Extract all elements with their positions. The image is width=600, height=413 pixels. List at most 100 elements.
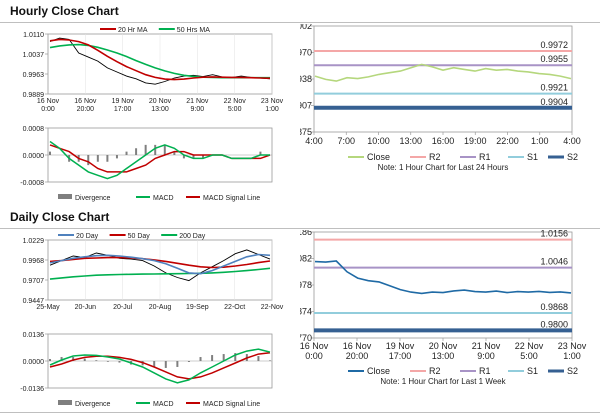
hourly-title: Hourly Close Chart [10,4,119,18]
hourly-levels-ytick-label: 0.9938 [300,74,312,84]
daily-levels-note: Note: 1 Hour Chart for Last 1 Week [380,377,506,386]
daily-macd-legend-label: MACD Signal Line [203,401,260,408]
daily-price-xtick-label: 22-Oct [224,304,245,311]
daily-price-ytick-label: 0.9447 [23,298,45,305]
daily-levels-xtick-label: 16 Nov 20:00 [343,341,372,361]
hourly-macd-legend-label: MACD [153,195,174,202]
daily-price-ytick-label: 0.9968 [23,258,45,265]
daily-levels-xtick-label: 23 Nov 1:00 [558,341,587,361]
daily-price-ma20-line [49,253,271,275]
daily-price-ytick-label: 0.9707 [23,278,45,285]
daily-levels-legend-label: S2 [567,366,578,376]
hourly-levels-ytick-label: 0.9907 [300,101,312,111]
hourly-levels-xtick-label: 7:00 [337,136,355,146]
hourly-rule [0,22,600,23]
hourly-levels-legend-label: S1 [527,152,538,162]
daily-price-legend-label: 50 Day [128,233,151,240]
daily-levels-legend-label: R2 [429,366,441,376]
hourly-levels-legend-label: S2 [567,152,578,162]
hourly-price-legend-label: 20 Hr MA [118,27,148,34]
hourly-levels-xtick-label: 10:00 [367,136,390,146]
hourly-macd-legend-label: Divergence [75,195,111,202]
hourly-price-ma20-line [49,38,271,81]
daily-price-xtick-label: 20-Aug [149,304,172,311]
hourly-levels-ytick-label: 1.0002 [300,24,312,31]
daily-rule [0,228,600,229]
hourly-macd-ytick-label: 0.0000 [23,153,45,160]
hourly-levels-legend-label: R1 [479,152,491,162]
hourly-levels-close-line [314,63,572,82]
daily-macd-legend-label: Divergence [75,401,111,408]
hourly-macd-legend-swatch [58,194,72,199]
daily-price-legend-label: 20 Day [76,233,99,240]
daily-levels-r1-value-label: 1.0046 [540,257,568,267]
daily-macd-signal-line [49,351,271,380]
daily-levels-ytick-label: 1.0082 [300,254,312,264]
daily-macd-macd-line [49,348,271,384]
hourly-macd-legend-label: MACD Signal Line [203,195,260,202]
daily-levels-ytick-label: 1.0186 [300,230,312,237]
daily-macd-ytick-label: -0.0136 [20,386,44,393]
daily-levels-xtick-label: 16 Nov 0:00 [300,341,329,361]
hourly-macd-ytick-label: 0.0008 [23,126,45,133]
daily-levels-close-line [314,260,572,295]
hourly-price-legend-label: 50 Hrs MA [177,27,210,34]
hourly-price-xtick-label: 16 Nov 20:00 [74,98,97,113]
daily-title: Daily Close Chart [10,210,110,224]
hourly-price-xtick-label: 23 Nov 1:00 [261,98,284,113]
daily-price-xtick-label: 22-Nov [261,304,284,311]
hourly-levels-frame [313,25,573,133]
hourly-macd-macd-line [49,140,270,180]
hourly-levels-r2-value-label: 0.9972 [540,40,568,50]
daily-levels-s2-value-label: 0.9800 [540,319,568,329]
daily-levels-ytick-label: 0.9978 [300,280,312,290]
daily-macd-legend-label: MACD [153,401,174,408]
hourly-price-ytick-label: 1.0110 [23,32,44,39]
hourly-macd-ytick-label: -0.0008 [20,180,44,187]
hourly-levels-ytick-label: 0.9970 [300,48,312,58]
daily-price-xtick-label: 20-Jun [75,304,97,311]
daily-macd-legend-swatch [58,400,72,405]
daily-price-ma50-line [49,256,271,269]
daily-price-ytick-label: 1.0229 [23,238,45,245]
hourly-price-ytick-label: 1.0037 [23,52,45,59]
hourly-levels-xtick-label: 4:00 [305,136,323,146]
hourly-price-ytick-label: 0.9889 [23,92,45,99]
daily-levels-s1-value-label: 0.9868 [540,302,568,312]
hourly-levels-s1-value-label: 0.9921 [540,83,568,93]
hourly-levels-s2-value-label: 0.9904 [540,97,568,107]
daily-levels-xtick-label: 22 Nov 5:00 [515,341,544,361]
hourly-levels-note: Note: 1 Hour Chart for Last 24 Hours [378,163,509,172]
daily-levels-ytick-label: 0.9770 [300,333,312,343]
daily-macd-chart: 0.0136 0.0000 -0.0136 Divergence MACD MACD Si… [20,332,273,408]
hourly-macd-chart: 0.0008 0.0000 -0.0008 Divergence MACD MACD Si… [20,126,273,202]
hourly-levels-chart: 1.0002 0.9970 0.9938 0.9907 0.9875 0.9972 0.99… [300,24,581,172]
daily-levels-xtick-label: 19 Nov 17:00 [386,341,415,361]
daily-price-xtick-label: 19-Sep [186,304,209,311]
daily-price-xtick-label: 20-Jul [113,304,133,311]
daily-levels-ytick-label: 0.9874 [300,307,312,317]
hourly-price-xtick-label: 19 Nov 17:00 [112,98,135,113]
hourly-levels-legend-label: R2 [429,152,441,162]
hourly-levels-xtick-label: 13:00 [399,136,422,146]
daily-price-ma200-line [49,267,271,280]
hourly-levels-xtick-label: 22:00 [496,136,519,146]
hourly-price-xtick-label: 20 Nov 13:00 [149,98,172,113]
hourly-price-xtick-label: 22 Nov 5:00 [224,98,247,113]
daily-levels-legend-label: Close [367,366,390,376]
daily-levels-r2-value-label: 1.0156 [540,230,568,239]
hourly-price-xtick-label: 16 Nov 0:00 [37,98,60,113]
daily-levels-xtick-label: 21 Nov 9:00 [472,341,501,361]
hourly-price-ytick-label: 0.9963 [23,72,45,79]
hourly-levels-r1-value-label: 0.9955 [540,54,568,64]
hourly-levels-xtick-label: 16:00 [432,136,455,146]
daily-levels-frame [313,231,573,339]
daily-levels-legend-label: S1 [527,366,538,376]
daily-price-xtick-label: 25-May [36,304,60,311]
hourly-levels-ytick-label: 0.9875 [300,127,312,137]
hourly-levels-xtick-label: 19:00 [464,136,487,146]
hourly-levels-xtick-label: 4:00 [563,136,581,146]
